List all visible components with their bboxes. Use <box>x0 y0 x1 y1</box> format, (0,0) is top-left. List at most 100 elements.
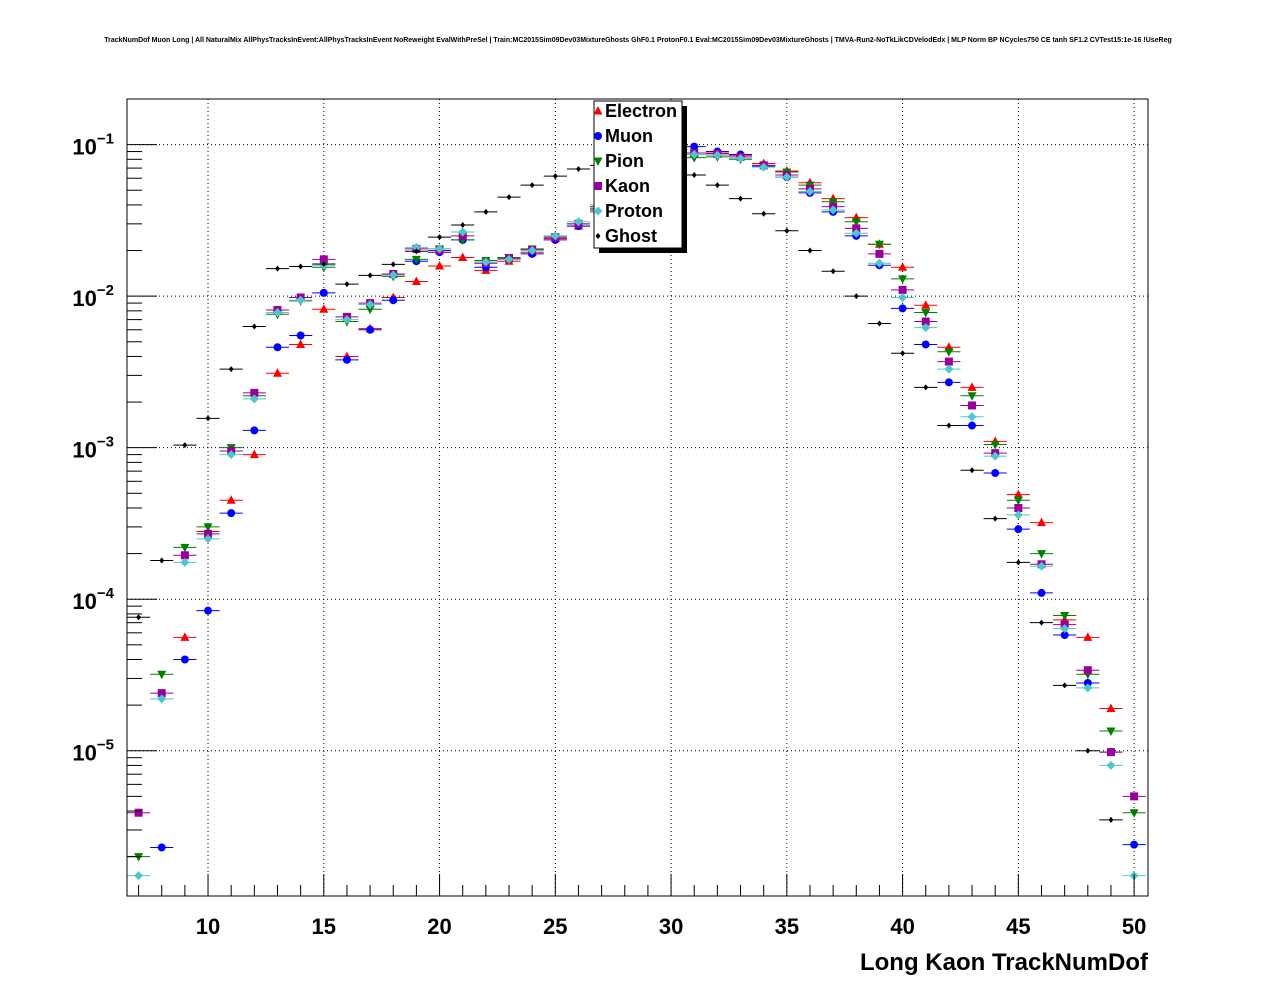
y-tick-base: 10 <box>72 589 96 614</box>
data-point <box>1106 727 1116 736</box>
data-point <box>921 300 931 309</box>
data-point <box>319 288 328 297</box>
data-point <box>180 551 189 560</box>
data-point <box>714 182 720 189</box>
data-point <box>691 172 697 179</box>
data-series-layer <box>127 142 1146 881</box>
data-point <box>529 182 535 189</box>
data-point <box>134 808 143 817</box>
data-point <box>1015 559 1021 566</box>
data-point <box>413 248 419 255</box>
data-point <box>1083 632 1093 641</box>
data-point <box>736 153 746 163</box>
data-point <box>157 670 167 680</box>
data-point <box>527 246 537 256</box>
data-point <box>389 296 398 305</box>
data-point <box>272 368 282 377</box>
data-point <box>390 261 396 268</box>
data-point <box>782 172 792 182</box>
data-point <box>921 323 931 333</box>
y-tick-exponent: −4 <box>97 585 115 602</box>
data-point <box>575 166 581 173</box>
data-point <box>898 292 908 302</box>
x-tick-label: 35 <box>775 914 799 939</box>
data-point <box>435 261 445 270</box>
data-point <box>296 339 306 348</box>
legend-marker <box>593 106 603 115</box>
x-tick-label: 10 <box>196 914 220 939</box>
data-point <box>342 355 351 364</box>
data-point <box>1106 760 1116 770</box>
data-point <box>435 244 445 254</box>
data-point <box>1039 619 1045 626</box>
data-point <box>481 257 491 267</box>
data-point <box>296 295 306 305</box>
legend-marker <box>595 233 601 239</box>
data-point <box>205 415 211 422</box>
data-point <box>874 240 884 250</box>
data-point <box>180 557 190 567</box>
legend-marker <box>594 132 602 140</box>
data-point <box>875 249 884 258</box>
data-point <box>898 304 907 313</box>
data-point <box>344 281 350 288</box>
data-point <box>250 388 259 397</box>
legend-marker <box>593 206 603 216</box>
data-point <box>874 258 884 268</box>
data-point <box>366 325 375 334</box>
data-point <box>506 194 512 201</box>
data-point <box>1037 517 1047 527</box>
data-point <box>1130 840 1139 849</box>
data-point <box>898 275 908 284</box>
data-point <box>134 853 144 862</box>
y-tick-base: 10 <box>72 135 96 160</box>
axis-ticks <box>127 98 1135 896</box>
data-point <box>807 247 813 254</box>
data-point <box>367 272 373 279</box>
data-point <box>967 392 977 401</box>
data-point <box>203 534 213 544</box>
data-point <box>272 307 282 317</box>
chart-title: TrackNumDof Muon Long | All NaturalMix A… <box>104 37 1172 44</box>
data-point <box>1014 525 1023 534</box>
data-point <box>761 210 767 217</box>
legend-label: Proton <box>605 201 663 221</box>
data-point <box>134 871 144 881</box>
data-point <box>967 412 977 422</box>
legend-marker <box>593 157 603 166</box>
legend-label: Ghost <box>605 226 657 246</box>
data-point <box>182 442 188 449</box>
data-point <box>159 557 165 564</box>
data-point <box>1108 816 1114 823</box>
data-point <box>157 689 166 698</box>
data-point <box>830 268 836 275</box>
data-point <box>969 467 975 474</box>
data-point <box>1085 747 1091 754</box>
data-point <box>759 162 769 172</box>
data-point <box>921 340 930 349</box>
data-point <box>921 308 931 318</box>
data-point <box>828 205 838 215</box>
legend-box <box>593 100 683 249</box>
data-point <box>411 255 421 265</box>
data-point <box>1037 550 1047 559</box>
data-point <box>898 285 907 294</box>
data-point <box>1013 489 1023 499</box>
data-point <box>968 421 977 430</box>
data-point <box>853 293 859 300</box>
data-point <box>227 509 236 518</box>
data-point <box>1083 683 1093 693</box>
data-point <box>388 270 398 280</box>
data-point <box>550 231 560 241</box>
data-point <box>458 252 468 261</box>
data-point <box>1037 561 1047 571</box>
data-point <box>1060 624 1070 634</box>
data-point <box>321 260 327 267</box>
x-tick-label: 20 <box>427 914 451 939</box>
data-point <box>851 218 861 227</box>
x-tick-label: 40 <box>890 914 914 939</box>
x-tick-label: 15 <box>312 914 336 939</box>
data-point <box>968 401 977 410</box>
data-point <box>458 227 468 237</box>
data-point <box>1060 612 1070 621</box>
